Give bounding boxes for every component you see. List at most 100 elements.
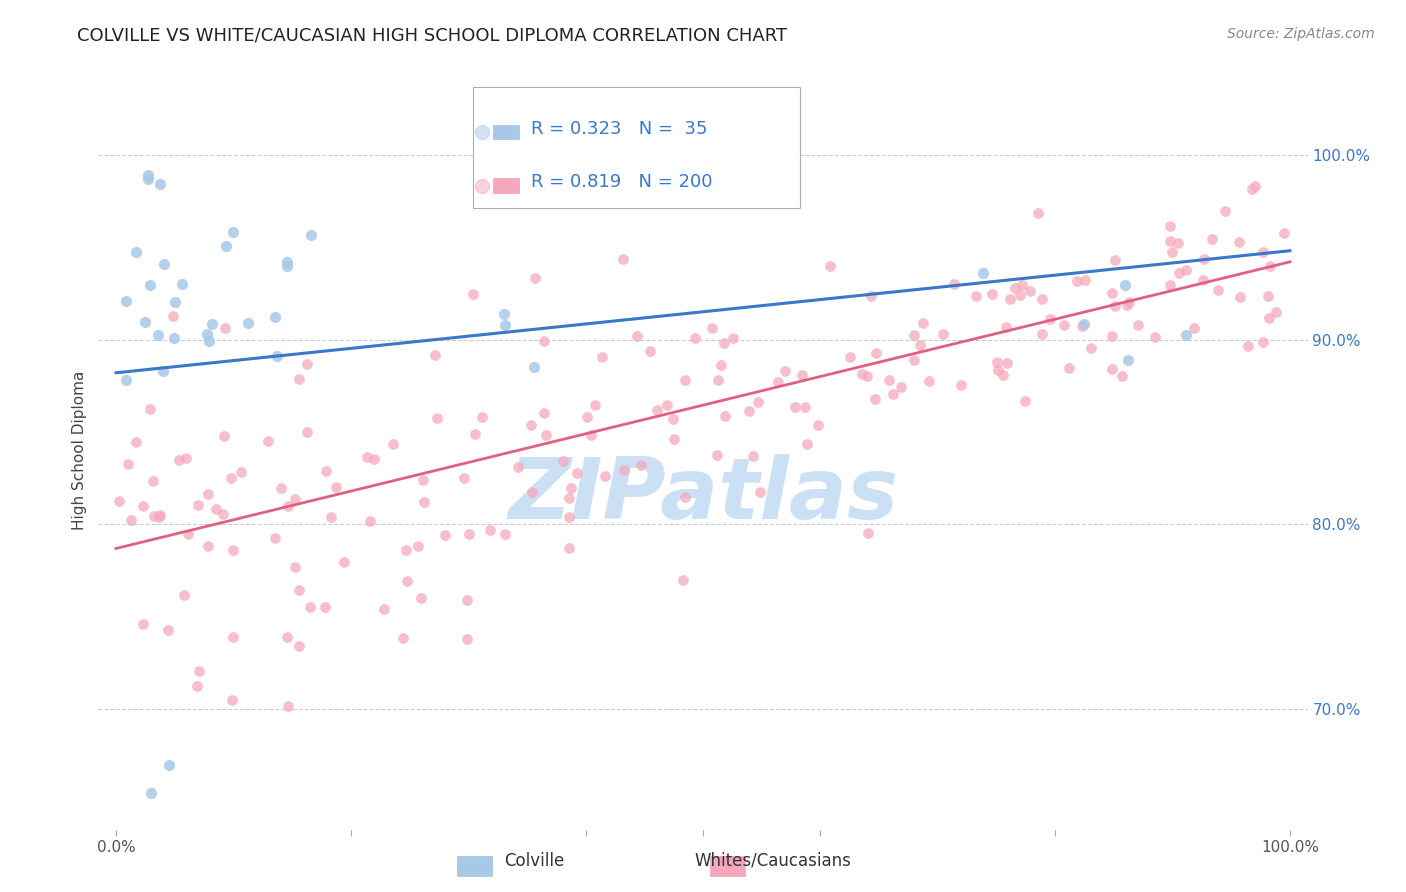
Point: [1206, 283, 1229, 297]
Point: [195, 326, 218, 341]
Y-axis label: High School Diploma: High School Diploma: [72, 371, 87, 530]
Point: [1073, 318, 1095, 332]
Point: [1159, 219, 1181, 233]
Point: [1160, 245, 1182, 260]
Point: [276, 259, 298, 273]
Point: [1018, 284, 1040, 298]
Point: [1201, 232, 1223, 246]
Point: [645, 403, 668, 417]
Point: [723, 331, 745, 345]
Point: [1182, 321, 1205, 335]
Point: [918, 374, 941, 388]
Point: [558, 541, 581, 555]
Point: [319, 509, 342, 524]
Point: [456, 593, 478, 607]
Point: [1237, 339, 1260, 353]
Text: Colville: Colville: [505, 852, 564, 870]
Point: [565, 467, 588, 481]
Point: [1253, 245, 1275, 260]
Point: [558, 491, 581, 506]
FancyBboxPatch shape: [457, 856, 492, 876]
Point: [1010, 288, 1032, 302]
Point: [638, 344, 661, 359]
Point: [295, 425, 318, 439]
Text: ZIPatlas: ZIPatlas: [508, 454, 898, 538]
Point: [148, 510, 170, 524]
Point: [229, 466, 252, 480]
Point: [1011, 278, 1033, 293]
Point: [943, 277, 966, 291]
Point: [395, 543, 418, 558]
Point: [222, 225, 245, 239]
Point: [1159, 234, 1181, 248]
Point: [288, 639, 311, 653]
Point: [523, 271, 546, 285]
Point: [325, 480, 347, 494]
Point: [186, 679, 208, 693]
Point: [1101, 285, 1123, 300]
Point: [169, 452, 191, 467]
Point: [479, 523, 502, 537]
Point: [851, 367, 873, 381]
Point: [373, 601, 395, 615]
Point: [142, 474, 165, 488]
Point: [579, 428, 602, 442]
Point: [198, 334, 221, 349]
Point: [222, 543, 245, 558]
Point: [314, 599, 336, 614]
Point: [263, 310, 285, 324]
Point: [426, 411, 449, 425]
Point: [162, 331, 184, 345]
Point: [197, 539, 219, 553]
Point: [856, 525, 879, 540]
Point: [592, 351, 614, 365]
Point: [1229, 290, 1251, 304]
Point: [146, 327, 169, 342]
Point: [494, 527, 516, 541]
Point: [471, 410, 494, 425]
Point: [464, 427, 486, 442]
Point: [139, 401, 162, 416]
Point: [187, 498, 209, 512]
Point: [583, 398, 606, 412]
Point: [131, 616, 153, 631]
Point: [156, 623, 179, 637]
Point: [575, 410, 598, 425]
Point: [1031, 293, 1053, 307]
Point: [706, 448, 728, 462]
Point: [108, 494, 131, 508]
Point: [197, 487, 219, 501]
Point: [139, 278, 162, 293]
Point: [219, 471, 242, 485]
Point: [685, 331, 707, 345]
Point: [877, 373, 900, 387]
Point: [221, 693, 243, 707]
Point: [657, 398, 679, 412]
Point: [165, 295, 187, 310]
Point: [120, 513, 142, 527]
Point: [214, 320, 236, 334]
Point: [1118, 294, 1140, 309]
Point: [356, 450, 378, 464]
Point: [593, 469, 616, 483]
Point: [1116, 298, 1139, 312]
Point: [434, 528, 457, 542]
Point: [612, 252, 634, 267]
Point: [456, 632, 478, 646]
Point: [1227, 235, 1250, 249]
Point: [149, 508, 172, 522]
Point: [860, 289, 883, 303]
Point: [276, 255, 298, 269]
Point: [1039, 312, 1062, 326]
Point: [406, 539, 429, 553]
Point: [257, 434, 280, 449]
Point: [560, 481, 582, 495]
Point: [363, 451, 385, 466]
Point: [1104, 253, 1126, 268]
Point: [174, 451, 197, 466]
Point: [713, 336, 735, 351]
Point: [457, 527, 479, 541]
Point: [773, 363, 796, 377]
Point: [299, 227, 322, 242]
Point: [143, 509, 166, 524]
